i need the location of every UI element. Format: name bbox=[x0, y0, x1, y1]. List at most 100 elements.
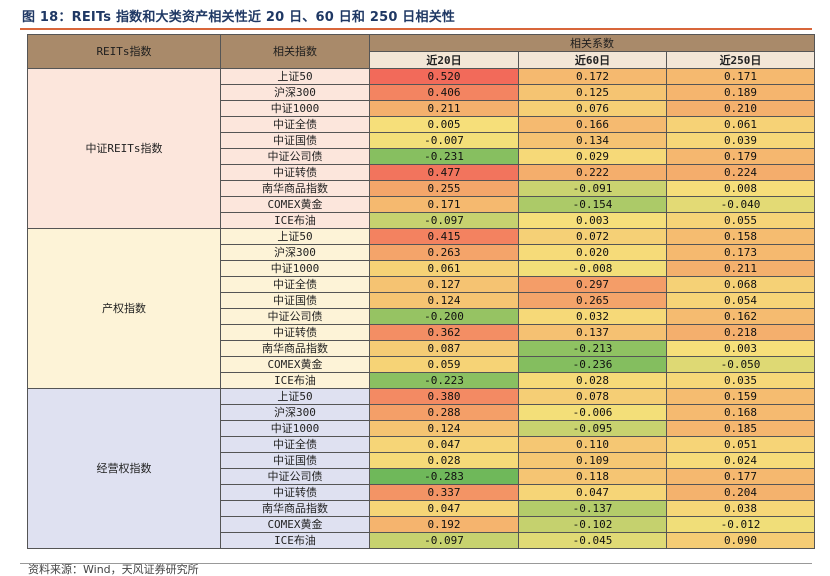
correlation-cell: 0.028 bbox=[518, 372, 667, 389]
correlation-cell: 0.068 bbox=[666, 276, 815, 293]
asset-label: 中证公司债 bbox=[220, 468, 370, 485]
asset-label: 中证全债 bbox=[220, 276, 370, 293]
asset-label: 中证国债 bbox=[220, 292, 370, 309]
table-row: 产权指数 上证50 0.415 0.072 0.158 bbox=[27, 228, 815, 389]
table-row: ICE布油 -0.223 0.028 0.035 bbox=[28, 372, 815, 389]
correlation-cell: -0.045 bbox=[518, 532, 667, 549]
correlation-cell: 0.124 bbox=[369, 420, 519, 437]
asset-label: 沪深300 bbox=[220, 244, 370, 261]
correlation-cell: 0.124 bbox=[369, 292, 519, 309]
asset-label: 中证转债 bbox=[220, 164, 370, 181]
table-row: 沪深300 0.406 0.125 0.189 bbox=[28, 84, 815, 101]
table-row: COMEX黄金 0.059 -0.236 -0.050 bbox=[28, 356, 815, 373]
asset-label: ICE布油 bbox=[220, 532, 370, 549]
correlation-cell: 0.168 bbox=[666, 404, 815, 421]
table-row: 南华商品指数 0.047 -0.137 0.038 bbox=[28, 500, 815, 517]
correlation-cell: 0.072 bbox=[518, 228, 667, 245]
correlation-cell: 0.166 bbox=[518, 116, 667, 133]
correlation-cell: 0.028 bbox=[369, 452, 519, 469]
asset-label: 南华商品指数 bbox=[220, 340, 370, 357]
group-label: 产权指数 bbox=[27, 228, 221, 389]
table-row: 中证1000 0.124 -0.095 0.185 bbox=[28, 420, 815, 437]
correlation-cell: 0.210 bbox=[666, 100, 815, 117]
correlation-cell: 0.024 bbox=[666, 452, 815, 469]
asset-label: 沪深300 bbox=[220, 404, 370, 421]
correlation-cell: 0.263 bbox=[369, 244, 519, 261]
correlation-cell: 0.039 bbox=[666, 132, 815, 149]
correlation-cell: 0.171 bbox=[369, 196, 519, 213]
header-period-20d: 近20日 bbox=[369, 51, 519, 69]
header-correlation: 相关系数 bbox=[369, 34, 815, 52]
correlation-cell: 0.047 bbox=[369, 500, 519, 517]
correlation-cell: 0.061 bbox=[369, 260, 519, 277]
correlation-cell: 0.211 bbox=[666, 260, 815, 277]
correlation-cell: 0.054 bbox=[666, 292, 815, 309]
correlation-cell: 0.204 bbox=[666, 484, 815, 501]
correlation-cell: 0.362 bbox=[369, 324, 519, 341]
correlation-cell: 0.032 bbox=[518, 308, 667, 325]
table-body: 中证REITs指数 上证50 0.520 0.172 0.171 沪深300 0.406 0.… bbox=[27, 68, 815, 549]
correlation-cell: 0.265 bbox=[518, 292, 667, 309]
table-row: 中证REITs指数 上证50 0.520 0.172 0.171 bbox=[27, 68, 815, 229]
correlation-cell: -0.050 bbox=[666, 356, 815, 373]
correlation-cell: 0.192 bbox=[369, 516, 519, 533]
header-related-asset: 相关指数 bbox=[220, 34, 370, 69]
correlation-cell: -0.091 bbox=[518, 180, 667, 197]
correlation-cell: 0.158 bbox=[666, 228, 815, 245]
asset-label: 中证全债 bbox=[220, 436, 370, 453]
correlation-cell: 0.059 bbox=[369, 356, 519, 373]
correlation-cell: 0.177 bbox=[666, 468, 815, 485]
correlation-cell: -0.095 bbox=[518, 420, 667, 437]
correlation-cell: 0.520 bbox=[369, 68, 519, 85]
asset-label: ICE布油 bbox=[220, 212, 370, 229]
table-row: 南华商品指数 0.255 -0.091 0.008 bbox=[28, 180, 815, 197]
asset-label: 沪深300 bbox=[220, 84, 370, 101]
correlation-cell: 0.047 bbox=[518, 484, 667, 501]
correlation-cell: 0.038 bbox=[666, 500, 815, 517]
table-row: ICE布油 -0.097 -0.045 0.090 bbox=[28, 532, 815, 549]
correlation-cell: -0.006 bbox=[518, 404, 667, 421]
source-note: 资料来源：Wind，天风证券研究所 bbox=[28, 563, 199, 576]
correlation-cell: -0.154 bbox=[518, 196, 667, 213]
correlation-table: REITs指数 相关指数 相关系数 近20日 近60日 近250日 中证REIT… bbox=[27, 34, 815, 549]
correlation-cell: 0.380 bbox=[369, 388, 519, 405]
correlation-cell: -0.231 bbox=[369, 148, 519, 165]
correlation-cell: 0.003 bbox=[666, 340, 815, 357]
table-row: 中证1000 0.061 -0.008 0.211 bbox=[28, 260, 815, 277]
correlation-cell: 0.173 bbox=[666, 244, 815, 261]
table-row: 中证公司债 -0.283 0.118 0.177 bbox=[28, 468, 815, 485]
table-row: ICE布油 -0.097 0.003 0.055 bbox=[28, 212, 815, 229]
correlation-cell: 0.297 bbox=[518, 276, 667, 293]
correlation-cell: -0.097 bbox=[369, 532, 519, 549]
figure-title: 图 18：REITs 指数和大类资产相关性近 20 日、60 日和 250 日相… bbox=[22, 10, 456, 25]
correlation-cell: 0.125 bbox=[518, 84, 667, 101]
asset-label: 中证转债 bbox=[220, 484, 370, 501]
table-row: COMEX黄金 0.171 -0.154 -0.040 bbox=[28, 196, 815, 213]
asset-label: 中证国债 bbox=[220, 452, 370, 469]
table-row: 中证公司债 -0.231 0.029 0.179 bbox=[28, 148, 815, 165]
correlation-cell: 0.172 bbox=[518, 68, 667, 85]
asset-label: 中证1000 bbox=[220, 420, 370, 437]
correlation-cell: 0.477 bbox=[369, 164, 519, 181]
table-row: 沪深300 0.263 0.020 0.173 bbox=[28, 244, 815, 261]
correlation-cell: -0.102 bbox=[518, 516, 667, 533]
header-period-250d: 近250日 bbox=[666, 51, 815, 69]
asset-label: 上证50 bbox=[220, 68, 370, 85]
title-divider bbox=[20, 28, 812, 30]
correlation-cell: 0.162 bbox=[666, 308, 815, 325]
asset-label: 中证1000 bbox=[220, 100, 370, 117]
correlation-cell: -0.283 bbox=[369, 468, 519, 485]
footer-divider bbox=[20, 563, 812, 564]
table-row: 中证公司债 -0.200 0.032 0.162 bbox=[28, 308, 815, 325]
correlation-cell: 0.090 bbox=[666, 532, 815, 549]
asset-label: 上证50 bbox=[220, 388, 370, 405]
table-row: 中证转债 0.337 0.047 0.204 bbox=[28, 484, 815, 501]
table-row: 中证转债 0.362 0.137 0.218 bbox=[28, 324, 815, 341]
header-reits-index: REITs指数 bbox=[27, 34, 221, 69]
correlation-cell: 0.110 bbox=[518, 436, 667, 453]
correlation-cell: -0.007 bbox=[369, 132, 519, 149]
table-row: 中证转债 0.477 0.222 0.224 bbox=[28, 164, 815, 181]
correlation-cell: 0.109 bbox=[518, 452, 667, 469]
correlation-cell: 0.005 bbox=[369, 116, 519, 133]
table-row: COMEX黄金 0.192 -0.102 -0.012 bbox=[28, 516, 815, 533]
